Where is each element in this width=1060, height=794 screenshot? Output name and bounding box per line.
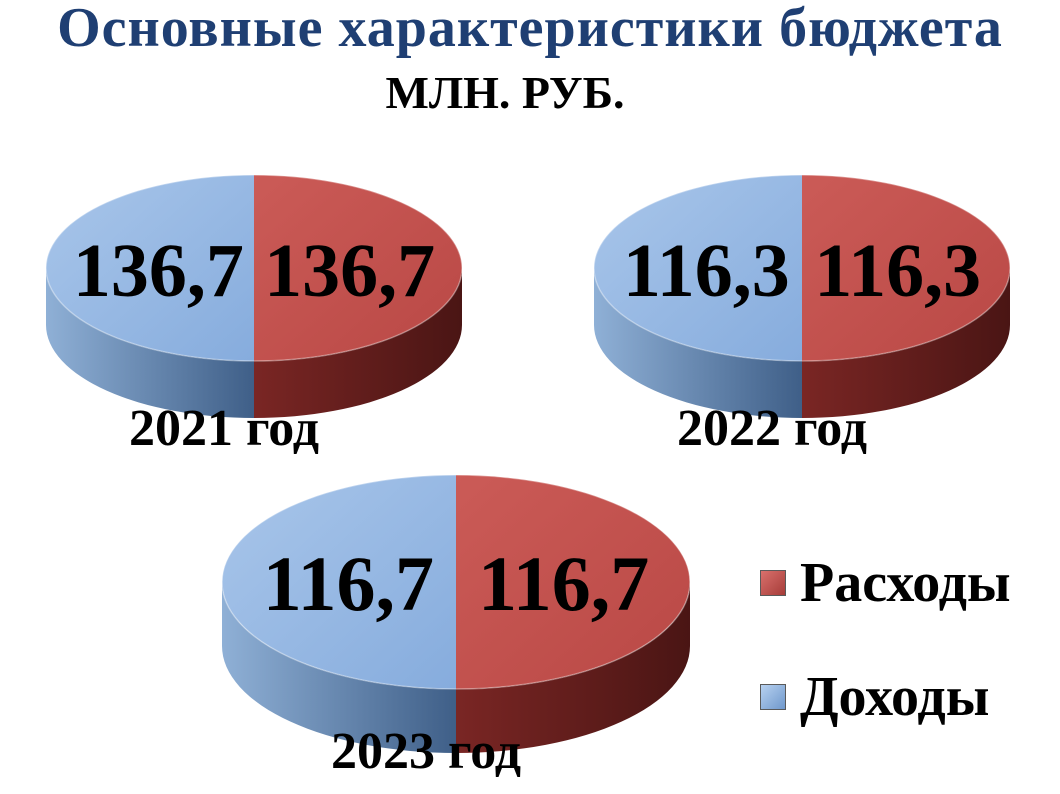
pie-slice-expenses: [456, 475, 690, 689]
data-label-income: 136,7: [73, 229, 244, 313]
legend: Расходы Доходы: [760, 552, 1011, 783]
pie-side-expenses: [456, 582, 690, 753]
pie-caption-year: 2021 год: [129, 400, 319, 457]
pie-side-expenses: [802, 268, 1010, 418]
pie-2: 116,3 116,3 2022 год: [593, 174, 1011, 457]
data-label-expenses: 116,7: [478, 540, 649, 627]
chart-subtitle: МЛН. РУБ.: [385, 67, 625, 118]
pie-side-income: [594, 268, 802, 418]
pie-side-income: [46, 268, 254, 418]
data-label-income: 116,3: [623, 229, 790, 313]
pie-slice-expenses: [254, 175, 462, 361]
pie-caption-year: 2022 год: [677, 400, 867, 457]
pie-1: 136,7 136,7 2021 год: [45, 174, 463, 457]
pie-rim: [221, 474, 691, 690]
pie-rim: [593, 174, 1011, 362]
legend-label-expenses: Расходы: [800, 552, 1011, 614]
legend-swatch-expenses: [760, 570, 786, 596]
pie-slice-income: [222, 475, 456, 689]
legend-item-expenses: Расходы: [760, 552, 1011, 614]
pie-side-income: [222, 582, 456, 753]
pie-caption-year: 2023 год: [331, 723, 521, 780]
pie-slice-income: [594, 175, 802, 361]
data-label-income: 116,7: [263, 540, 434, 627]
pie-slice-income: [46, 175, 254, 361]
pie-side-expenses: [254, 268, 462, 418]
pie-3: 116,7 116,7 2023 год: [221, 474, 691, 780]
legend-label-income: Доходы: [800, 666, 990, 728]
pie-rim: [45, 174, 463, 362]
chart-title: Основные характеристики бюджета: [57, 0, 1003, 59]
data-label-expenses: 136,7: [264, 229, 435, 313]
pie-slice-expenses: [802, 175, 1010, 361]
legend-swatch-income: [760, 684, 786, 710]
legend-item-income: Доходы: [760, 666, 1011, 728]
data-label-expenses: 116,3: [814, 229, 981, 313]
